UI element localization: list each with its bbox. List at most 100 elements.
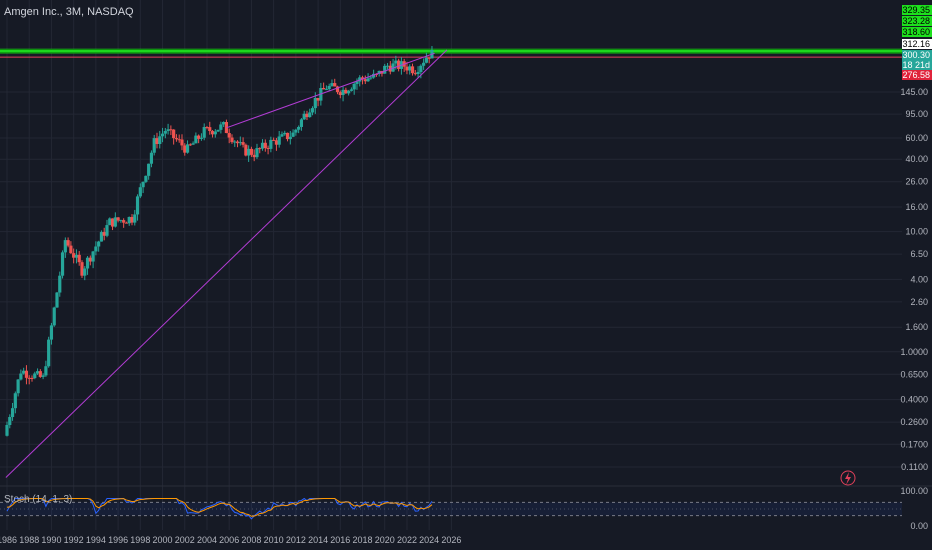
candle-body — [330, 83, 334, 86]
candle-body — [391, 63, 395, 72]
candle-body — [5, 425, 9, 436]
candle-body — [105, 225, 109, 236]
candle-body — [169, 129, 173, 131]
candle-body — [197, 135, 201, 139]
candle-body — [205, 127, 209, 129]
candle-body — [30, 377, 34, 379]
candle-body — [299, 119, 304, 127]
candle-body — [152, 138, 156, 153]
price-axis-label: 60.00 — [905, 133, 928, 143]
time-axis-label: 2024 — [419, 535, 439, 545]
price-axis-label: 95.00 — [905, 109, 928, 119]
price-tag — [902, 39, 932, 49]
candle-body — [213, 131, 217, 135]
time-axis-label: 2026 — [441, 535, 461, 545]
candle-body — [49, 325, 54, 340]
candle-body — [94, 246, 98, 252]
candle-body — [155, 138, 159, 145]
candle-body — [116, 217, 120, 221]
candle-body — [288, 136, 292, 140]
price-axis-label: 1.600 — [905, 322, 928, 332]
candle-body — [280, 134, 284, 137]
price-tag-label: 276.58 — [902, 70, 930, 80]
candle-body — [263, 142, 267, 149]
candle-body — [180, 139, 184, 146]
candle-body — [416, 71, 420, 74]
trendlines — [5, 49, 448, 478]
candle-body — [141, 181, 145, 188]
price-axis: 145.00 95.00 60.00 40.00 26.00 16.00 10.00 6.50… — [900, 87, 928, 531]
price-tag-label: 323.28 — [902, 16, 930, 26]
candle-body — [255, 148, 259, 158]
candle-body — [222, 122, 226, 125]
candle-body — [249, 148, 254, 155]
candle-body — [210, 131, 215, 135]
candle-body — [166, 129, 170, 131]
candle-body — [341, 89, 345, 96]
candle-body — [27, 377, 31, 379]
candle-body — [269, 139, 273, 149]
candle-body — [274, 140, 279, 145]
candle-body — [13, 393, 17, 409]
candle-body — [338, 92, 342, 96]
time-axis-label: 2016 — [330, 535, 350, 545]
candle-body — [185, 144, 190, 153]
candle-body — [160, 133, 165, 137]
time-axis-label: 2020 — [375, 535, 395, 545]
candle-body — [219, 124, 223, 130]
candle-body — [16, 379, 20, 394]
candle-body — [335, 86, 340, 93]
candle-body — [108, 218, 112, 226]
candle-body — [97, 241, 101, 247]
candle-body — [110, 218, 115, 227]
candle-body — [247, 148, 251, 156]
candle-body — [19, 373, 23, 380]
candle-body — [99, 232, 104, 242]
candle-body — [410, 66, 415, 74]
candle-body — [47, 339, 51, 367]
price-axis-label: 4.00 — [910, 274, 928, 284]
candle-body — [344, 89, 348, 94]
candle-body — [183, 145, 187, 153]
candle-body — [66, 240, 70, 246]
candle-body — [394, 60, 398, 64]
candle-body — [85, 257, 90, 269]
price-axis-label: 16.00 — [905, 202, 928, 212]
symbol-title: Amgen Inc., 3M, NASDAQ — [4, 6, 134, 18]
candle-body — [294, 129, 298, 133]
price-tag-label: 300.30 — [902, 50, 930, 60]
price-tag-label: 18 21d — [902, 60, 930, 70]
time-axis-label: 2002 — [175, 535, 195, 545]
candle-body — [77, 254, 81, 263]
candle-body — [163, 130, 167, 134]
candle-body — [405, 66, 409, 71]
candle-body — [369, 77, 373, 79]
candle-body — [199, 137, 204, 139]
stoch-indicator-label[interactable]: Stoch (14, 1, 3) — [4, 494, 73, 505]
candle-body — [377, 70, 381, 74]
candle-body — [285, 132, 290, 140]
candle-body — [297, 126, 301, 130]
price-axis-label: 0.4000 — [900, 395, 928, 405]
candle-body — [383, 65, 387, 74]
candle-body — [424, 57, 429, 63]
price-axis-label: 0.6500 — [900, 369, 928, 379]
stochastic-pane — [0, 497, 902, 520]
candle-body — [283, 132, 287, 135]
candlestick-series — [5, 46, 434, 437]
price-axis-label: 145.00 — [900, 87, 928, 97]
candle-body — [33, 373, 37, 379]
candle-body — [258, 148, 262, 150]
candle-body — [144, 175, 148, 182]
candle-body — [427, 57, 431, 59]
candle-body — [55, 292, 59, 308]
lightning-icon-bolt — [845, 472, 851, 485]
time-axis-label: 2010 — [264, 535, 284, 545]
price-axis-label: 40.00 — [905, 154, 928, 164]
price-axis-label: 1.0000 — [900, 347, 928, 357]
candle-body — [355, 81, 359, 84]
price-axis-label: 0.1100 — [901, 462, 928, 472]
lightning-icon[interactable] — [840, 470, 856, 486]
time-axis-label: 2000 — [153, 535, 173, 545]
